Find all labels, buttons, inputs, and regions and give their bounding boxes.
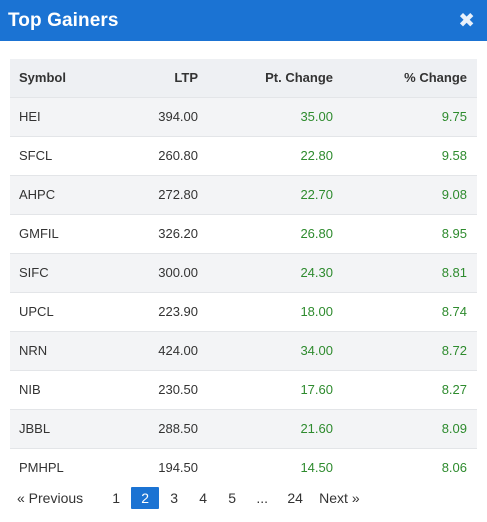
table-container: Symbol LTP Pt. Change % Change HEI 394.0…	[0, 41, 487, 487]
cell-pct-change: 8.09	[333, 408, 477, 448]
table-row[interactable]: GMFIL 326.20 26.80 8.95	[10, 213, 477, 253]
cell-symbol[interactable]: AHPC	[10, 174, 100, 214]
column-header-symbol[interactable]: Symbol	[19, 70, 66, 86]
table-row[interactable]: PMHPL 194.50 14.50 8.06	[10, 447, 477, 487]
cell-ltp: 394.00	[100, 96, 198, 136]
cell-pct-change: 8.95	[333, 213, 477, 253]
page-link-1[interactable]: 1	[112, 490, 121, 506]
column-header-ltp[interactable]: LTP	[174, 70, 198, 86]
modal-header: Top Gainers ✖	[0, 0, 487, 41]
cell-symbol[interactable]: PMHPL	[10, 447, 100, 487]
cell-symbol[interactable]: HEI	[10, 96, 100, 136]
cell-ltp: 230.50	[100, 369, 198, 409]
cell-pt-change: 17.60	[198, 369, 333, 409]
cell-ltp: 424.00	[100, 330, 198, 370]
table-row[interactable]: UPCL 223.90 18.00 8.74	[10, 291, 477, 331]
pagination-ellipsis: ...	[256, 490, 268, 506]
page-link-4[interactable]: 4	[199, 490, 208, 506]
cell-pct-change: 8.06	[333, 447, 477, 487]
page-link-2-active[interactable]: 2	[131, 487, 160, 509]
cell-ltp: 223.90	[100, 291, 198, 331]
cell-ltp: 288.50	[100, 408, 198, 448]
cell-symbol[interactable]: UPCL	[10, 291, 100, 331]
cell-symbol[interactable]: NIB	[10, 369, 100, 409]
gainers-table: Symbol LTP Pt. Change % Change HEI 394.0…	[10, 59, 477, 487]
page-link-24[interactable]: 24	[287, 490, 303, 506]
cell-pt-change: 34.00	[198, 330, 333, 370]
table-row[interactable]: SIFC 300.00 24.30 8.81	[10, 252, 477, 292]
cell-pt-change: 24.30	[198, 252, 333, 292]
page-link-5[interactable]: 5	[228, 490, 237, 506]
cell-symbol[interactable]: JBBL	[10, 408, 100, 448]
cell-pt-change: 14.50	[198, 447, 333, 487]
cell-ltp: 260.80	[100, 135, 198, 175]
previous-page-link[interactable]: « Previous	[17, 490, 84, 506]
pagination: « Previous 1 2 3 4 5 ... 24 Next »	[0, 486, 487, 510]
cell-pct-change: 9.08	[333, 174, 477, 214]
table-row[interactable]: NRN 424.00 34.00 8.72	[10, 330, 477, 370]
table-row[interactable]: HEI 394.00 35.00 9.75	[10, 96, 477, 136]
cell-pct-change: 8.81	[333, 252, 477, 292]
modal-title: Top Gainers	[8, 9, 119, 31]
cell-pct-change: 8.74	[333, 291, 477, 331]
cell-pt-change: 18.00	[198, 291, 333, 331]
next-page-link[interactable]: Next »	[319, 490, 360, 506]
cell-pt-change: 35.00	[198, 96, 333, 136]
cell-pt-change: 22.80	[198, 135, 333, 175]
cell-pt-change: 21.60	[198, 408, 333, 448]
cell-symbol[interactable]: NRN	[10, 330, 100, 370]
table-row[interactable]: JBBL 288.50 21.60 8.09	[10, 408, 477, 448]
cell-pct-change: 9.75	[333, 96, 477, 136]
cell-ltp: 326.20	[100, 213, 198, 253]
cell-ltp: 272.80	[100, 174, 198, 214]
table-header-row: Symbol LTP Pt. Change % Change	[10, 59, 477, 97]
cell-pt-change: 22.70	[198, 174, 333, 214]
page-link-3[interactable]: 3	[170, 490, 179, 506]
cell-symbol[interactable]: SFCL	[10, 135, 100, 175]
table-row[interactable]: NIB 230.50 17.60 8.27	[10, 369, 477, 409]
table-row[interactable]: AHPC 272.80 22.70 9.08	[10, 174, 477, 214]
cell-pct-change: 9.58	[333, 135, 477, 175]
cell-pct-change: 8.27	[333, 369, 477, 409]
cell-pct-change: 8.72	[333, 330, 477, 370]
table-row[interactable]: SFCL 260.80 22.80 9.58	[10, 135, 477, 175]
cell-symbol[interactable]: GMFIL	[10, 213, 100, 253]
close-icon[interactable]: ✖	[458, 9, 475, 32]
cell-pt-change: 26.80	[198, 213, 333, 253]
cell-ltp: 300.00	[100, 252, 198, 292]
column-header-pct-change[interactable]: % Change	[404, 70, 467, 86]
cell-ltp: 194.50	[100, 447, 198, 487]
column-header-pt-change[interactable]: Pt. Change	[265, 70, 333, 86]
cell-symbol[interactable]: SIFC	[10, 252, 100, 292]
